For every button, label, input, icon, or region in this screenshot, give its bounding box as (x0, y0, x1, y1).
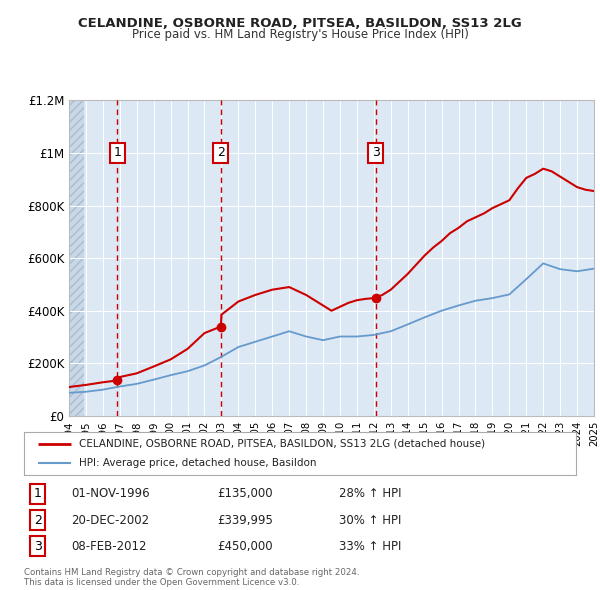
Text: CELANDINE, OSBORNE ROAD, PITSEA, BASILDON, SS13 2LG (detached house): CELANDINE, OSBORNE ROAD, PITSEA, BASILDO… (79, 439, 485, 449)
Text: 1: 1 (34, 487, 42, 500)
Text: 01-NOV-1996: 01-NOV-1996 (71, 487, 149, 500)
Text: HPI: Average price, detached house, Basildon: HPI: Average price, detached house, Basi… (79, 458, 317, 468)
Bar (69, 100, 84, 416)
Text: Contains HM Land Registry data © Crown copyright and database right 2024.
This d: Contains HM Land Registry data © Crown c… (24, 568, 359, 587)
Text: 2: 2 (34, 514, 42, 527)
Text: Price paid vs. HM Land Registry's House Price Index (HPI): Price paid vs. HM Land Registry's House … (131, 28, 469, 41)
Text: 3: 3 (371, 146, 379, 159)
Text: 1: 1 (113, 146, 121, 159)
Text: 2: 2 (217, 146, 225, 159)
Text: 33% ↑ HPI: 33% ↑ HPI (338, 540, 401, 553)
Text: 08-FEB-2012: 08-FEB-2012 (71, 540, 146, 553)
Text: CELANDINE, OSBORNE ROAD, PITSEA, BASILDON, SS13 2LG: CELANDINE, OSBORNE ROAD, PITSEA, BASILDO… (78, 17, 522, 30)
Text: 3: 3 (34, 540, 42, 553)
Text: 30% ↑ HPI: 30% ↑ HPI (338, 514, 401, 527)
Text: £135,000: £135,000 (217, 487, 273, 500)
Text: 28% ↑ HPI: 28% ↑ HPI (338, 487, 401, 500)
Text: £450,000: £450,000 (217, 540, 273, 553)
Text: £339,995: £339,995 (217, 514, 273, 527)
Text: 20-DEC-2002: 20-DEC-2002 (71, 514, 149, 527)
